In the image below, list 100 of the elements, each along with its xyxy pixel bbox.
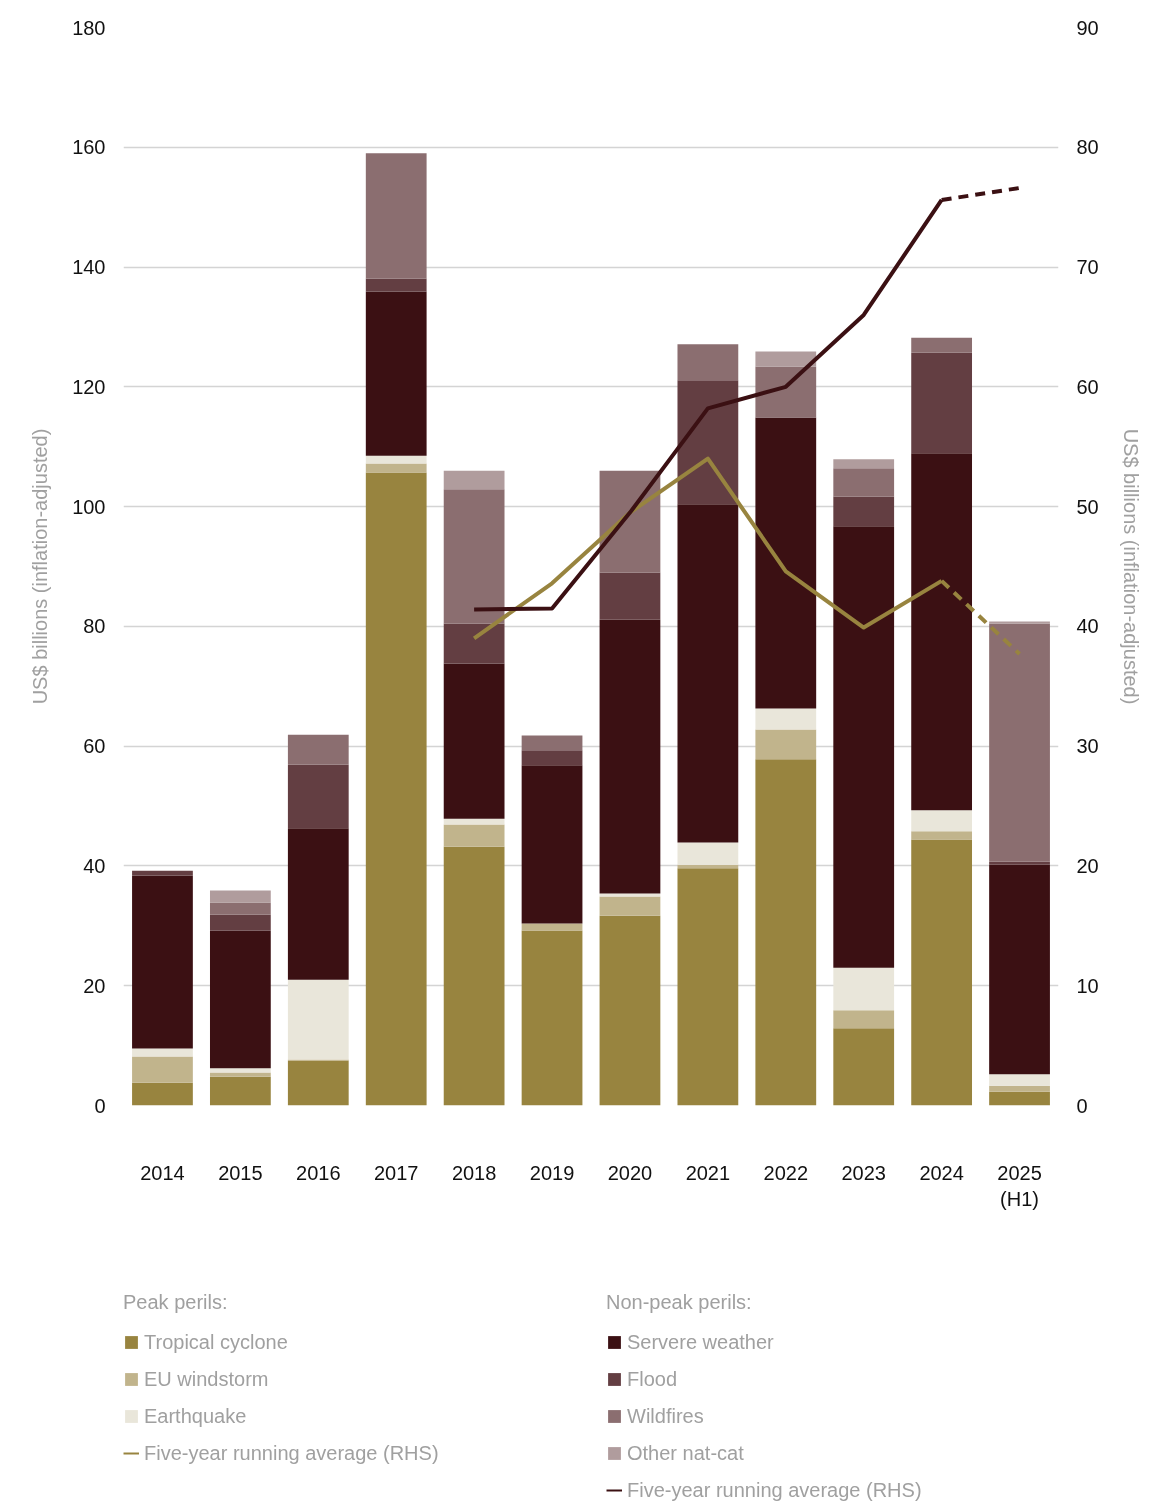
bar (599, 893, 661, 897)
bar (365, 278, 427, 292)
bar (911, 352, 973, 454)
bar (209, 914, 271, 931)
bar (443, 470, 505, 490)
bar (521, 765, 583, 924)
bar (677, 504, 739, 843)
bar (677, 842, 739, 865)
bar (989, 1074, 1050, 1086)
bar (443, 824, 505, 847)
bar (755, 729, 817, 760)
y-axis-title: US$ billions (inflation-adjusted) (29, 428, 52, 705)
x-tick-label: 2015 (218, 1161, 263, 1184)
bar (521, 930, 583, 1106)
bar (521, 735, 583, 751)
bar (911, 453, 973, 811)
y2-tick-label: 40 (1076, 615, 1099, 638)
bar (989, 1091, 1050, 1106)
bar (443, 846, 505, 1106)
bar (287, 828, 349, 980)
bar (209, 1068, 271, 1073)
bar (833, 496, 895, 527)
bar (209, 902, 271, 915)
x-tick-label: 2014 (140, 1161, 185, 1184)
bar (833, 468, 895, 497)
x-tick-label: 2016 (296, 1161, 341, 1184)
bar (677, 380, 739, 505)
bar (677, 344, 739, 381)
bar (755, 417, 817, 709)
bar (365, 463, 427, 473)
x-tick-label: 2019 (529, 1161, 575, 1184)
x-tick-label: 2021 (685, 1161, 731, 1184)
y2-tick-label: 80 (1076, 136, 1099, 159)
bar (443, 623, 505, 664)
bar (599, 619, 661, 894)
y-tick-label: 100 (72, 495, 106, 518)
legend-label: Other nat-cat (627, 1440, 744, 1466)
y2-tick-label: 60 (1076, 375, 1099, 398)
bar (989, 1085, 1050, 1092)
text: Peak perils: (123, 1291, 229, 1314)
bar (833, 526, 895, 968)
bar (132, 1082, 193, 1106)
y2-tick-label: 30 (1076, 735, 1099, 758)
x-tick-label: 2022 (763, 1161, 809, 1184)
bar (833, 967, 895, 1011)
bar (132, 1048, 193, 1057)
y-tick-label: 60 (83, 735, 106, 758)
y2-tick-label: 90 (1076, 16, 1099, 39)
legend-label: Flood (627, 1366, 678, 1392)
legend-label: Servere weather (627, 1329, 774, 1355)
y2-tick-label: 20 (1076, 854, 1099, 877)
y-tick-label: 180 (72, 16, 106, 39)
y-tick-label: 40 (83, 854, 106, 877)
legend-label: Five-year running average (RHS) (144, 1440, 439, 1466)
legend-label: Earthquake (144, 1403, 247, 1429)
bar (833, 1010, 895, 1029)
y2-tick-label: 50 (1076, 495, 1099, 518)
legend-label: Tropical cyclone (144, 1329, 288, 1355)
bar (365, 291, 427, 456)
bar (521, 923, 583, 931)
bar (833, 459, 895, 469)
bar (209, 1072, 271, 1077)
bar (755, 366, 817, 418)
y2-axis-title: US$ billions (inflation-adjusted) (1119, 428, 1142, 705)
y-tick-label: 0 (94, 1094, 106, 1117)
y-tick-label: 20 (83, 974, 106, 997)
y-tick-label: 160 (72, 136, 106, 159)
bar (911, 810, 973, 832)
bar (755, 351, 817, 367)
text: Non-peak perils: (606, 1291, 753, 1314)
x-tick-label: 2017 (373, 1161, 419, 1184)
bar (755, 759, 817, 1106)
bar (132, 875, 193, 1049)
legend-label: Five-year running average (RHS) (627, 1477, 922, 1503)
legend-label: Wildfires (627, 1403, 704, 1429)
x-tick-label: 2024 (919, 1161, 964, 1184)
bar (443, 663, 505, 819)
bar (365, 472, 427, 1106)
bar (209, 930, 271, 1069)
y-tick-label: 140 (72, 256, 106, 279)
bar (209, 1076, 271, 1106)
bar (132, 1056, 193, 1083)
bar (132, 870, 193, 876)
bar (599, 915, 661, 1106)
bar (677, 868, 739, 1106)
bar (599, 572, 661, 620)
x-tick-label: 2018 (451, 1161, 497, 1184)
bar (287, 979, 349, 1060)
bar (599, 896, 661, 916)
bar (287, 764, 349, 829)
y2-tick-label: 10 (1076, 974, 1099, 997)
bar (365, 153, 427, 279)
bar (365, 455, 427, 464)
x-tick-label: 2025 (H1) (997, 1161, 1042, 1210)
bar (989, 861, 1050, 865)
bar (989, 623, 1050, 862)
bar (833, 1028, 895, 1106)
bar (521, 750, 583, 766)
y-tick-label: 80 (83, 615, 106, 638)
bar (443, 818, 505, 825)
